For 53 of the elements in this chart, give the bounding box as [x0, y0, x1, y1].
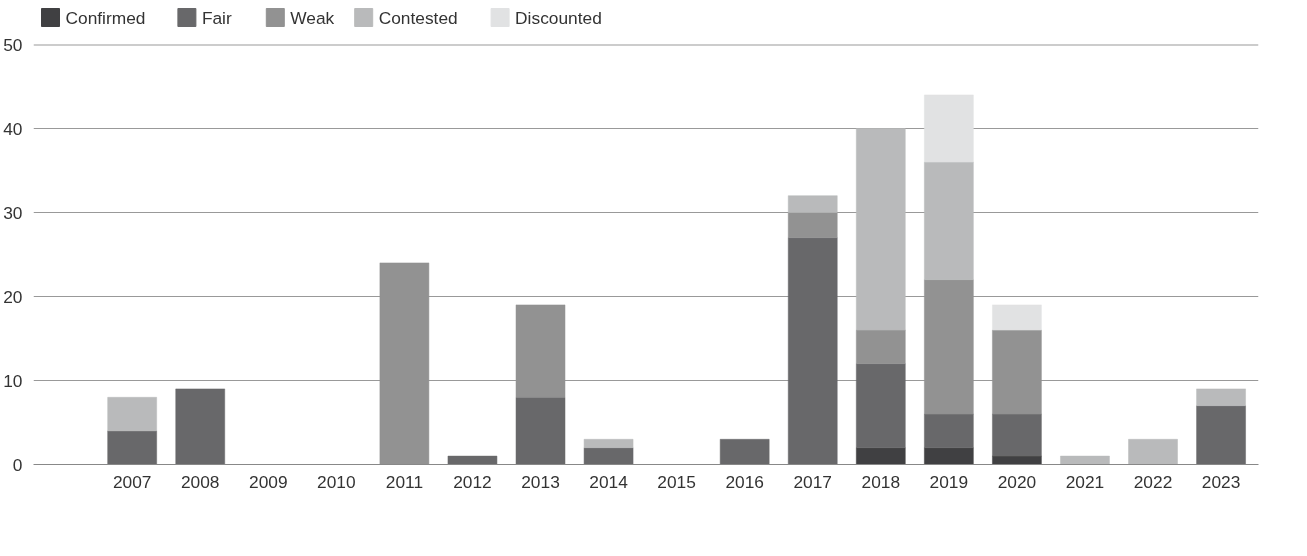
- x-tick-label: 2016: [725, 471, 764, 492]
- bar: [856, 363, 906, 448]
- x-tick-label: 2022: [1133, 471, 1173, 492]
- legend-label: Contested: [378, 7, 458, 28]
- bar: [107, 397, 157, 432]
- x-tick-label: 2010: [317, 471, 356, 492]
- x-tick-label: 2018: [861, 471, 901, 492]
- x-tick-label: 2019: [929, 471, 969, 492]
- bar: [924, 161, 974, 280]
- bar: [447, 455, 498, 465]
- bar: [107, 430, 157, 465]
- legend-label: Discounted: [515, 7, 602, 28]
- y-tick-label: 20: [3, 286, 23, 307]
- x-tick-label: 2011: [385, 471, 424, 492]
- x-tick-label: 2017: [793, 471, 833, 492]
- y-tick-label: 0: [12, 454, 23, 475]
- bar: [787, 237, 838, 465]
- x-tick-label: 2013: [521, 471, 560, 492]
- bar: [992, 304, 1042, 331]
- y-tick-label: 30: [3, 202, 23, 223]
- bar: [787, 212, 838, 238]
- bar: [787, 195, 838, 213]
- x-tick-label: 2020: [997, 471, 1037, 492]
- bar: [856, 447, 906, 465]
- bar: [1196, 388, 1246, 406]
- bar: [856, 329, 906, 364]
- x-tick-label: 2012: [453, 471, 492, 492]
- y-tick-label: 40: [3, 118, 23, 139]
- legend-label: Fair: [201, 7, 232, 28]
- x-tick-label: 2021: [1065, 471, 1105, 492]
- y-tick-label: 10: [3, 370, 23, 391]
- bar: [1060, 455, 1110, 465]
- x-tick-label: 2015: [657, 471, 696, 492]
- bar: [583, 439, 634, 448]
- legend-label: Confirmed: [65, 7, 146, 28]
- bar: [583, 447, 634, 465]
- bar: [175, 388, 225, 465]
- x-tick-label: 2008: [180, 471, 220, 492]
- bar: [515, 397, 566, 465]
- bar: [856, 128, 906, 331]
- x-tick-label: 2009: [249, 471, 288, 492]
- bar: [924, 447, 974, 465]
- x-tick-label: 2007: [112, 471, 152, 492]
- bar: [1128, 439, 1178, 465]
- bar: [992, 413, 1042, 457]
- x-tick-label: 2014: [589, 471, 629, 492]
- legend-label: Weak: [290, 7, 335, 28]
- bar: [719, 439, 770, 465]
- y-tick-label: 50: [3, 34, 23, 55]
- x-tick-label: 2023: [1201, 471, 1241, 492]
- bar: [1196, 405, 1246, 465]
- bar: [924, 413, 974, 448]
- bar: [924, 94, 974, 163]
